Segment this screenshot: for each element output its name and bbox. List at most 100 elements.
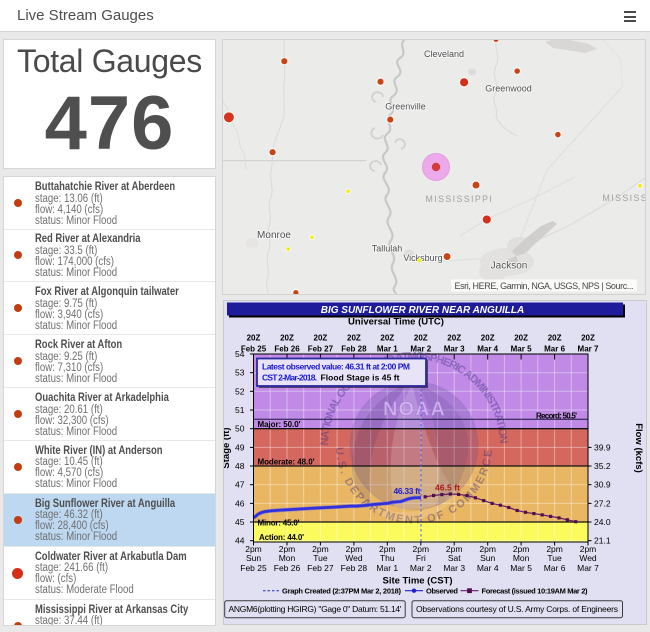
- svg-text:Mar 3: Mar 3: [444, 345, 465, 354]
- svg-text:Sun: Sun: [480, 553, 495, 563]
- svg-text:51: 51: [235, 405, 245, 415]
- svg-text:Major: 50.0': Major: 50.0': [258, 420, 301, 429]
- svg-text:20Z: 20Z: [347, 334, 361, 343]
- svg-text:Mar 4: Mar 4: [477, 563, 499, 573]
- svg-text:20Z: 20Z: [548, 334, 562, 343]
- svg-text:Feb 28: Feb 28: [341, 563, 368, 573]
- svg-text:Mar 1: Mar 1: [376, 563, 398, 573]
- svg-text:Graph Created (2:37PM Mar 2, 2: Graph Created (2:37PM Mar 2, 2018): [282, 587, 402, 596]
- svg-text:2pm: 2pm: [346, 544, 363, 554]
- svg-text:Tue: Tue: [547, 553, 562, 563]
- svg-text:20Z: 20Z: [414, 334, 428, 343]
- svg-text:46: 46: [235, 498, 245, 508]
- svg-text:Record: 50.5': Record: 50.5': [536, 411, 577, 420]
- svg-text:Moderate: 48.0': Moderate: 48.0': [258, 458, 315, 467]
- svg-text:Mon: Mon: [513, 553, 530, 563]
- svg-text:Mar 2: Mar 2: [410, 345, 431, 354]
- svg-text:BIG SUNFLOWER RIVER NEAR ANGUI: BIG SUNFLOWER RIVER NEAR ANGUILLA: [321, 305, 525, 316]
- svg-text:Observations courtesy of U.S.: Observations courtesy of U.S. Army Corps…: [416, 604, 618, 614]
- svg-text:Esri, HERE, Garmin, NGA, USGS,: Esri, HERE, Garmin, NGA, USGS, NPS | Sou…: [455, 281, 634, 291]
- svg-text:Tallulah: Tallulah: [372, 244, 403, 254]
- svg-text:52: 52: [235, 386, 245, 396]
- svg-text:MISSISSIPPI: MISSISSIPPI: [426, 194, 494, 204]
- svg-text:2pm: 2pm: [312, 544, 329, 554]
- svg-text:2pm: 2pm: [245, 544, 262, 554]
- svg-text:20Z: 20Z: [581, 334, 595, 343]
- svg-text:20Z: 20Z: [481, 334, 495, 343]
- svg-text:35.2: 35.2: [594, 461, 611, 471]
- svg-text:Action: 44.0': Action: 44.0': [259, 533, 304, 542]
- svg-text:Mar 2: Mar 2: [410, 563, 432, 573]
- svg-text:Mar 6: Mar 6: [544, 563, 566, 573]
- svg-text:44: 44: [235, 536, 245, 546]
- svg-text:27.2: 27.2: [594, 498, 611, 508]
- svg-text:Monroe: Monroe: [257, 230, 291, 241]
- svg-text:Jackson: Jackson: [491, 261, 528, 272]
- svg-text:48: 48: [235, 461, 245, 471]
- svg-text:39.9: 39.9: [594, 442, 611, 452]
- svg-text:Flow (kcfs): Flow (kcfs): [633, 423, 644, 473]
- svg-text:20Z: 20Z: [514, 334, 528, 343]
- svg-text:Mar 5: Mar 5: [510, 563, 532, 573]
- svg-text:Mar 6: Mar 6: [544, 345, 565, 354]
- svg-text:49: 49: [235, 442, 245, 452]
- svg-text:Latest observed value: 46.31: Latest observed value: 46.31 ft at 2:00 …: [262, 362, 410, 372]
- svg-text:2pm: 2pm: [279, 544, 296, 554]
- svg-text:Feb 27: Feb 27: [308, 345, 334, 354]
- svg-text:Greenwood: Greenwood: [485, 84, 532, 94]
- svg-text:Mar 7: Mar 7: [578, 345, 599, 354]
- svg-text:2pm: 2pm: [513, 544, 530, 554]
- svg-text:45: 45: [235, 517, 245, 527]
- svg-text:Feb 26: Feb 26: [274, 563, 301, 573]
- svg-text:ANGM6(plotting HGIRG) "Gage 0": ANGM6(plotting HGIRG) "Gage 0" Datum: 51…: [229, 604, 402, 614]
- svg-text:30.9: 30.9: [594, 480, 611, 490]
- svg-text:Wed: Wed: [579, 553, 597, 563]
- svg-text:46.33 ft: 46.33 ft: [394, 486, 421, 496]
- svg-text:24.0: 24.0: [594, 517, 611, 527]
- svg-text:Mar 7: Mar 7: [577, 563, 599, 573]
- svg-text:Feb 27: Feb 27: [307, 563, 334, 573]
- svg-text:Sun: Sun: [246, 553, 261, 563]
- svg-text:2pm: 2pm: [580, 544, 597, 554]
- svg-text:Mon: Mon: [279, 553, 296, 563]
- svg-text:Mar 3: Mar 3: [443, 563, 465, 573]
- svg-text:20Z: 20Z: [380, 334, 394, 343]
- svg-text:Universal Time (UTC): Universal Time (UTC): [348, 317, 444, 328]
- svg-text:MISSISS: MISSISS: [603, 193, 646, 203]
- svg-text:Feb 28: Feb 28: [341, 345, 367, 354]
- svg-text:Cleveland: Cleveland: [424, 49, 464, 59]
- svg-text:2pm: 2pm: [413, 544, 430, 554]
- svg-text:54: 54: [235, 349, 245, 359]
- svg-text:Forecast (issued 10:19AM Mar 2: Forecast (issued 10:19AM Mar 2): [482, 587, 589, 596]
- svg-text:Thu: Thu: [380, 553, 395, 563]
- svg-text:Tue: Tue: [313, 553, 328, 563]
- svg-text:2pm: 2pm: [446, 544, 463, 554]
- svg-text:2pm: 2pm: [479, 544, 496, 554]
- svg-text:Mar 5: Mar 5: [511, 345, 532, 354]
- svg-text:50: 50: [235, 424, 245, 434]
- svg-text:Feb 25: Feb 25: [241, 345, 267, 354]
- svg-text:Mar 1: Mar 1: [377, 345, 398, 354]
- svg-text:Vicksburg: Vicksburg: [403, 253, 442, 263]
- svg-text:Minor: 45.0': Minor: 45.0': [258, 519, 300, 528]
- svg-text:NOAA: NOAA: [383, 399, 445, 421]
- svg-text:20Z: 20Z: [447, 334, 461, 343]
- svg-text:Site Time (CST): Site Time (CST): [382, 576, 452, 587]
- svg-text:Wed: Wed: [345, 553, 363, 563]
- svg-text:21.1: 21.1: [594, 536, 611, 546]
- svg-text:Feb 25: Feb 25: [240, 563, 267, 573]
- svg-text:Fri: Fri: [416, 553, 426, 563]
- svg-text:Sat: Sat: [448, 553, 461, 563]
- svg-text:Feb 26: Feb 26: [274, 345, 300, 354]
- svg-text:Stage (ft): Stage (ft): [224, 427, 232, 468]
- svg-text:53: 53: [235, 368, 245, 378]
- svg-text:CST 2-Mar-2018.: CST 2-Mar-2018.: [262, 373, 317, 383]
- svg-text:Mar 4: Mar 4: [477, 345, 498, 354]
- svg-text:2pm: 2pm: [546, 544, 563, 554]
- svg-text:20Z: 20Z: [247, 334, 261, 343]
- svg-text:Greenville: Greenville: [385, 102, 426, 112]
- svg-text:2pm: 2pm: [379, 544, 396, 554]
- svg-text:20Z: 20Z: [280, 334, 294, 343]
- svg-text:46.5 ft: 46.5 ft: [435, 482, 460, 492]
- svg-text:Flood Stage is 45 ft: Flood Stage is 45 ft: [321, 373, 400, 383]
